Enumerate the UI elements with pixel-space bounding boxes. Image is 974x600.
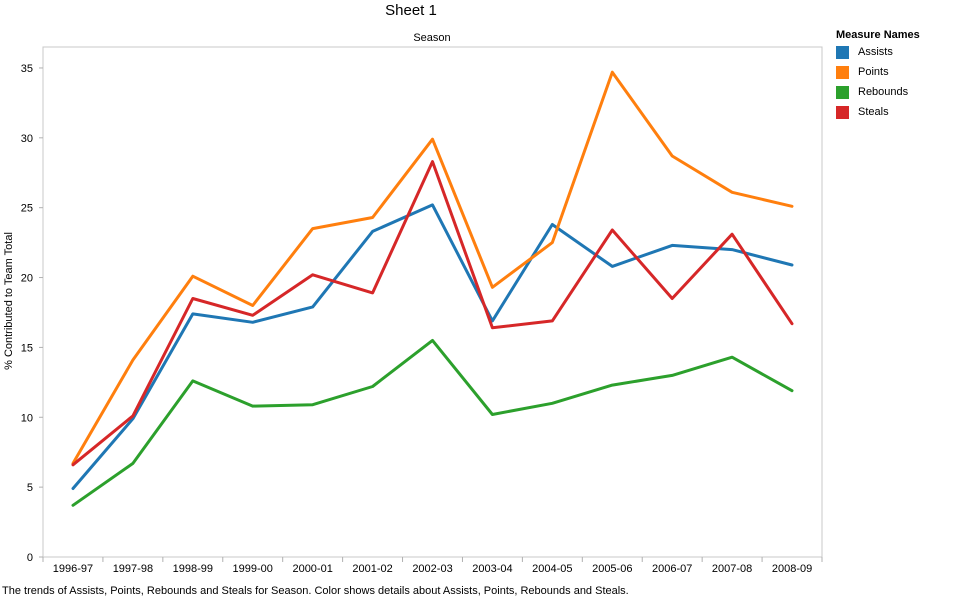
legend-label-assists: Assists [858,46,893,58]
data-point-steals[interactable] [489,325,495,331]
plot-frame [42,46,823,558]
data-point-steals[interactable] [430,159,436,165]
chart-series [70,69,795,508]
legend: Measure Names Assists Points Rebounds St… [836,29,966,122]
data-point-assists[interactable] [430,202,436,208]
data-point-steals[interactable] [310,272,316,278]
legend-item-steals[interactable]: Steals [836,102,966,122]
data-point-rebounds[interactable] [609,382,615,388]
x-tick-label: 2000-01 [292,563,332,575]
series-line-rebounds[interactable] [71,338,794,507]
series-line-assists[interactable] [71,203,794,490]
data-point-points[interactable] [549,240,555,246]
data-point-steals[interactable] [190,296,196,302]
y-tick-label: 5 [27,482,33,494]
data-point-points[interactable] [430,136,436,142]
data-point-rebounds[interactable] [549,400,555,406]
y-tick-label: 25 [21,203,33,215]
data-point-rebounds[interactable] [250,403,256,409]
data-point-rebounds[interactable] [370,384,376,390]
x-tick-label: 1998-99 [173,563,213,575]
x-tick-label: 2005-06 [592,563,632,575]
x-axis-title: Season [413,32,450,44]
data-point-assists[interactable] [609,263,615,269]
legend-title: Measure Names [836,29,920,41]
data-point-points[interactable] [489,284,495,290]
legend-swatch-rebounds [836,85,849,99]
data-point-steals[interactable] [669,296,675,302]
data-point-rebounds[interactable] [489,411,495,417]
legend-label-steals: Steals [858,106,889,118]
data-point-points[interactable] [729,189,735,195]
data-point-steals[interactable] [549,318,555,324]
data-point-rebounds[interactable] [729,354,735,360]
data-point-points[interactable] [370,214,376,220]
data-point-steals[interactable] [789,321,795,327]
sheet-title: Sheet 1 [385,2,437,19]
data-point-points[interactable] [789,203,795,209]
x-tick-label: 2008-09 [772,563,812,575]
data-point-assists[interactable] [370,228,376,234]
legend-swatch-assists [836,45,849,59]
data-point-steals[interactable] [370,290,376,296]
series-line-steals[interactable] [71,160,794,467]
data-point-rebounds[interactable] [430,337,436,343]
y-axis-title: % Contributed to Team Total [3,232,15,370]
x-tick-label: 2002-03 [412,563,452,575]
data-point-rebounds[interactable] [789,388,795,394]
chart-axes: 0 5 10 15 20 25 30 35 1996-97 1997-98 1998-99 1999-… [21,46,823,575]
y-tick-label: 30 [21,133,33,145]
x-tick-label: 2007-08 [712,563,752,575]
chart-caption: The trends of Assists, Points, Rebounds … [2,585,629,597]
data-point-points[interactable] [609,69,615,75]
y-tick-label: 35 [21,63,33,75]
x-tick-label: 1997-98 [113,563,153,575]
data-point-points[interactable] [250,302,256,308]
data-point-assists[interactable] [190,311,196,317]
x-tick-label: 2001-02 [352,563,392,575]
data-point-steals[interactable] [729,231,735,237]
data-point-assists[interactable] [789,262,795,268]
data-point-points[interactable] [190,273,196,279]
legend-item-rebounds[interactable]: Rebounds [836,82,966,102]
data-point-rebounds[interactable] [70,502,76,508]
legend-swatch-steals [836,105,849,119]
data-point-rebounds[interactable] [310,402,316,408]
data-point-assists[interactable] [729,247,735,253]
x-tick-label: 1999-00 [233,563,273,575]
data-point-rebounds[interactable] [130,460,136,466]
data-point-rebounds[interactable] [190,378,196,384]
data-point-assists[interactable] [310,304,316,310]
y-tick-label: 20 [21,273,33,285]
y-tick-label: 10 [21,412,33,424]
legend-item-assists[interactable]: Assists [836,42,966,62]
data-point-assists[interactable] [70,486,76,492]
data-point-steals[interactable] [609,227,615,233]
data-point-steals[interactable] [70,462,76,468]
y-tick-label: 0 [27,552,33,564]
data-point-points[interactable] [130,357,136,363]
data-point-assists[interactable] [669,242,675,248]
data-point-rebounds[interactable] [669,372,675,378]
data-point-points[interactable] [310,226,316,232]
x-tick-label: 2004-05 [532,563,572,575]
x-tick-label: 2003-04 [472,563,512,575]
data-point-steals[interactable] [250,312,256,318]
x-tick-label: 1996-97 [53,563,93,575]
x-tick-label: 2006-07 [652,563,692,575]
y-tick-label: 15 [21,342,33,354]
data-point-assists[interactable] [250,319,256,325]
legend-label-points: Points [858,66,889,78]
legend-swatch-points [836,65,849,79]
data-point-steals[interactable] [130,413,136,419]
data-point-assists[interactable] [549,221,555,227]
legend-item-points[interactable]: Points [836,62,966,82]
series-line-points[interactable] [71,70,794,465]
data-point-points[interactable] [669,153,675,159]
legend-label-rebounds: Rebounds [858,86,909,98]
